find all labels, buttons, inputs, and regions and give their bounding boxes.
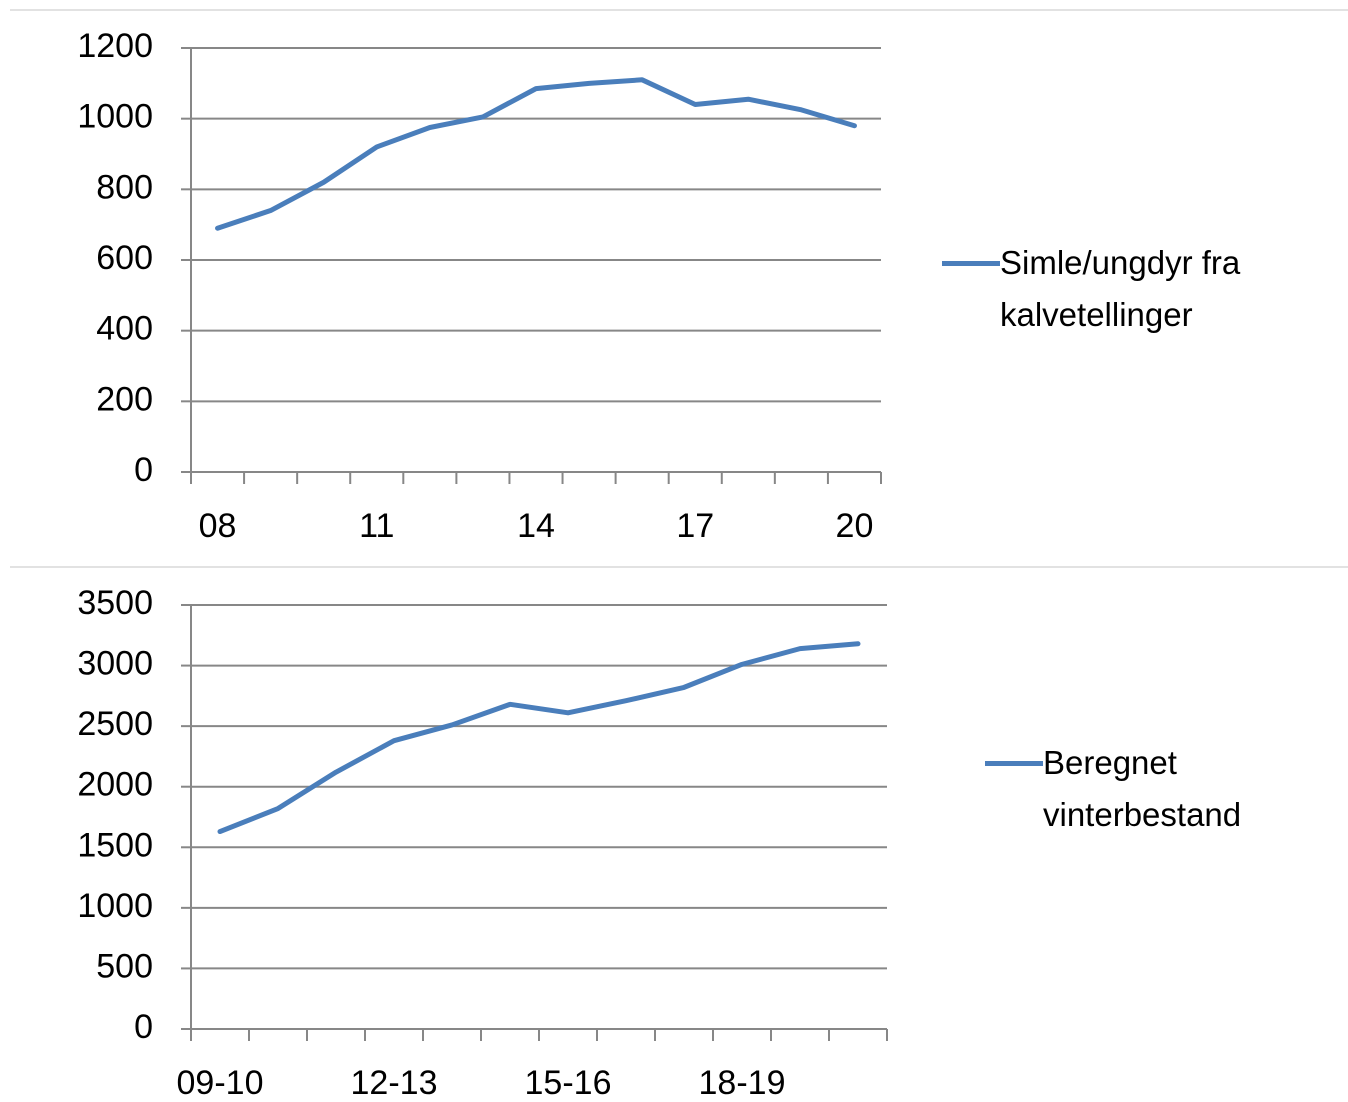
y-tick-label: 3000 xyxy=(77,645,153,683)
y-tick-label: 1000 xyxy=(77,98,153,136)
x-tick-label: 08 xyxy=(199,507,237,545)
x-tick-label: 15-16 xyxy=(525,1064,612,1102)
y-tick-label: 1500 xyxy=(77,826,153,864)
x-tick-label: 20 xyxy=(836,507,874,545)
legend-label: Simle/ungdyr fra kalvetellinger xyxy=(1000,244,1241,333)
legend-swatch xyxy=(985,761,1043,766)
y-tick-label: 1200 xyxy=(77,27,153,65)
x-tick-label: 14 xyxy=(517,507,555,545)
y-tick-label: 400 xyxy=(96,310,153,348)
y-tick-label: 2500 xyxy=(77,705,153,743)
y-tick-label: 800 xyxy=(96,168,153,206)
x-tick-label: 09-10 xyxy=(177,1064,264,1102)
y-tick-label: 3500 xyxy=(77,584,153,622)
y-tick-label: 2000 xyxy=(77,766,153,804)
y-tick-label: 0 xyxy=(134,451,153,489)
x-tick-label: 11 xyxy=(359,507,394,545)
x-tick-label: 17 xyxy=(676,507,714,545)
series-line xyxy=(217,641,861,835)
y-tick-label: 0 xyxy=(134,1008,153,1046)
y-tick-label: 200 xyxy=(96,380,153,418)
y-tick-label: 600 xyxy=(96,239,153,277)
x-tick-label: 18-19 xyxy=(699,1064,786,1102)
legend-label: Beregnet vinterbestand xyxy=(1043,744,1242,833)
x-tick-label: 12-13 xyxy=(351,1064,438,1102)
series-line xyxy=(215,77,857,231)
y-tick-label: 500 xyxy=(96,947,153,985)
legend-swatch xyxy=(942,261,1000,266)
y-tick-label: 1000 xyxy=(77,887,153,925)
